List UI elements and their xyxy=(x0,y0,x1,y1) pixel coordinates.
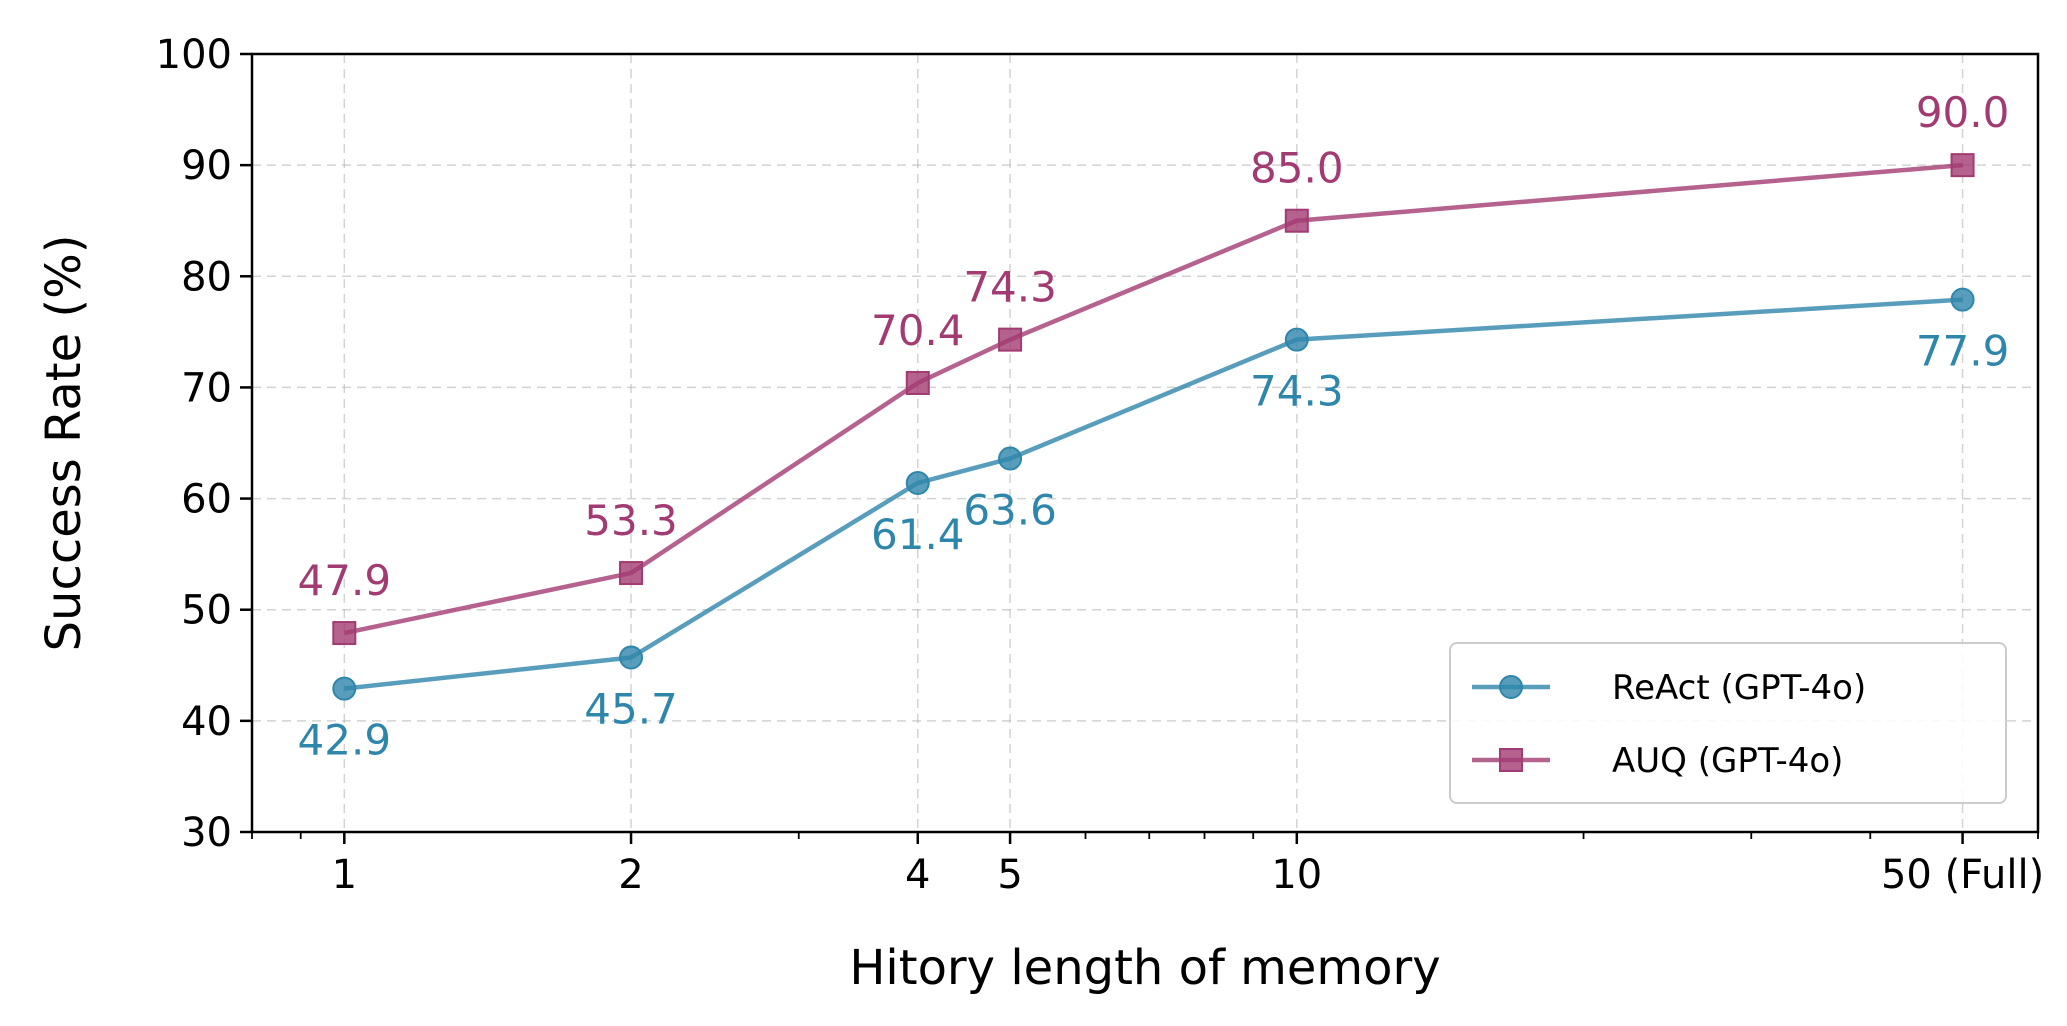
legend-marker xyxy=(1499,748,1523,772)
data-point xyxy=(619,645,644,670)
x-tick-label: 4 xyxy=(905,852,930,898)
series-1: 42.9 45.7 61.463.6 74.3 77.9 xyxy=(298,287,2010,765)
data-label: 63.6 xyxy=(963,486,1057,535)
x-tick-label: 10 xyxy=(1271,852,1322,898)
series-group: 42.945.761.463.674.377.947.953.370.474.3… xyxy=(298,88,2010,764)
series-line xyxy=(343,162,1963,636)
y-tick-label: 90 xyxy=(181,143,232,189)
y-tick-label: 40 xyxy=(181,699,232,745)
data-point xyxy=(332,621,357,646)
y-axis-label: Success Rate (%) xyxy=(36,235,92,652)
y-tick-label: 80 xyxy=(181,254,232,300)
data-point xyxy=(998,327,1023,352)
data-label: 77.9 xyxy=(1916,327,2010,376)
data-point xyxy=(905,370,930,395)
data-label: 90.0 xyxy=(1916,88,2010,137)
data-label: 74.3 xyxy=(963,263,1057,312)
y-tick-label: 100 xyxy=(156,32,232,78)
x-tick-label: 5 xyxy=(997,852,1022,898)
data-point xyxy=(998,446,1023,471)
data-label: 70.4 xyxy=(871,306,965,355)
data-point xyxy=(332,676,357,701)
data-label: 85.0 xyxy=(1250,144,1344,193)
data-label: 53.3 xyxy=(584,496,678,545)
data-label: 45.7 xyxy=(584,685,678,734)
x-tick-label: 1 xyxy=(332,852,357,898)
data-label: 47.9 xyxy=(298,556,392,605)
data-point xyxy=(619,561,644,586)
legend-box xyxy=(1449,642,2007,804)
data-label: 42.9 xyxy=(298,716,392,765)
data-label: 74.3 xyxy=(1250,367,1344,416)
series-line xyxy=(344,297,1963,691)
data-point xyxy=(1950,287,1975,312)
legend: ReAct (GPT-4o) AUQ (GPT-4o) xyxy=(1449,642,2007,804)
x-axis-ticks: 1 2 4 5 10 50 (Full) xyxy=(332,832,2044,898)
legend-item-1: ReAct (GPT-4o) xyxy=(1472,668,1866,708)
y-tick-label: 50 xyxy=(181,588,232,634)
data-point xyxy=(1284,208,1309,233)
y-axis-ticks: 30 40 50 60 70 80 90 100 xyxy=(156,32,252,856)
x-axis-label: Hitory length of memory xyxy=(849,940,1440,996)
legend-item-2: AUQ (GPT-4o) xyxy=(1472,741,1843,781)
plot-frame xyxy=(250,52,2040,834)
legend-label: ReAct (GPT-4o) xyxy=(1612,668,1866,708)
data-point xyxy=(905,471,930,496)
y-tick-label: 60 xyxy=(181,477,232,523)
x-tick-label: 2 xyxy=(618,852,643,898)
series-2: 47.953.370.474.385.090.0 xyxy=(298,88,2010,646)
data-point xyxy=(1284,327,1309,352)
data-label: 61.4 xyxy=(871,510,965,559)
x-tick-label: 50 (Full) xyxy=(1881,852,2044,898)
y-tick-label: 30 xyxy=(181,810,232,856)
data-point xyxy=(1950,153,1975,178)
y-tick-label: 70 xyxy=(181,365,232,411)
legend-marker xyxy=(1499,675,1523,699)
legend-label: AUQ (GPT-4o) xyxy=(1612,741,1843,781)
